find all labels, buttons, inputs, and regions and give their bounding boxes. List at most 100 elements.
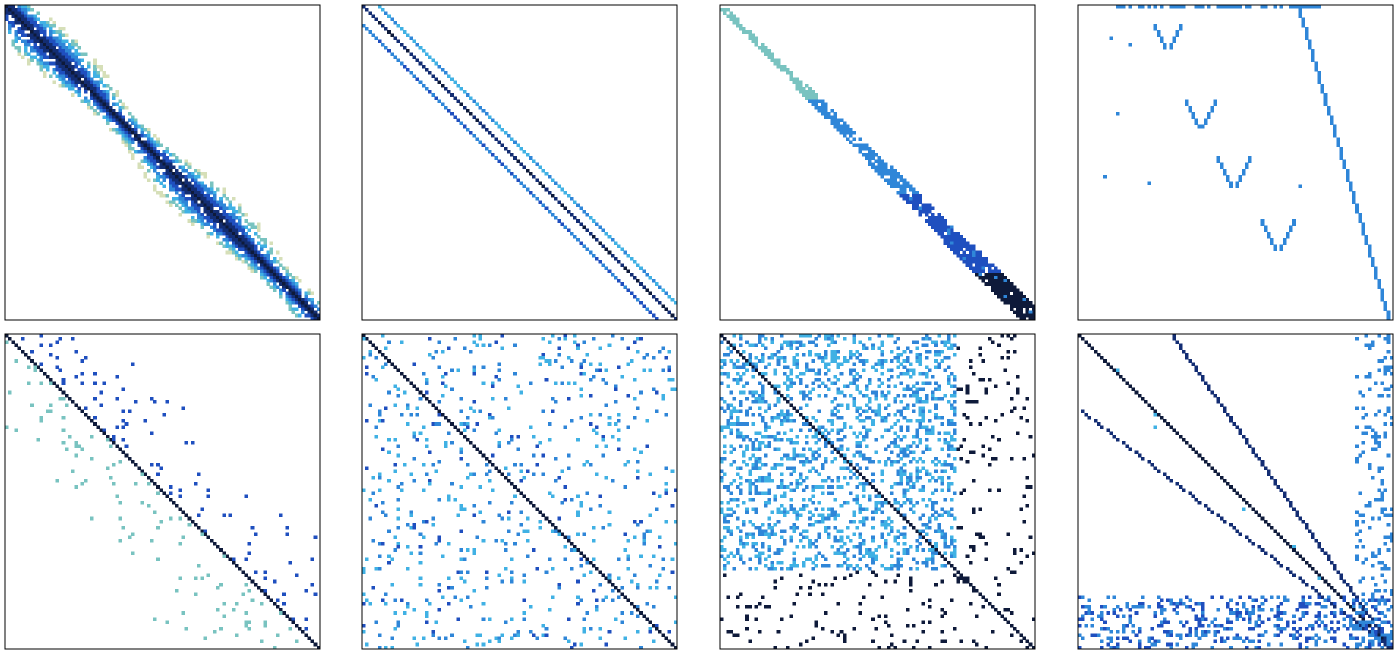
heatmap-cell [222, 601, 226, 606]
heatmap-cell [849, 469, 853, 473]
heatmap-cell [17, 20, 22, 25]
heatmap-cell [71, 52, 75, 56]
heatmap-cell [462, 639, 467, 644]
heatmap-cell [830, 485, 834, 489]
heatmap-cell [801, 529, 806, 533]
heatmap-cell [58, 61, 63, 66]
heatmap-cell [184, 178, 189, 182]
heatmap-cell [902, 365, 907, 370]
heatmap-cell [792, 469, 796, 473]
heatmap-cell [146, 153, 151, 157]
heatmap-cell [738, 529, 743, 533]
heatmap-cell [814, 99, 819, 104]
heatmap-cell [39, 368, 44, 373]
heatmap-cell [984, 260, 989, 264]
heatmap-cell [175, 156, 179, 160]
heatmap-cell [1336, 143, 1340, 148]
heatmap-cell [231, 244, 236, 248]
heatmap-cell [42, 55, 47, 59]
heatmap-cell [171, 171, 176, 176]
heatmap-cell [953, 456, 957, 461]
heatmap-cell [805, 456, 809, 461]
heatmap-cell [491, 488, 495, 492]
heatmap-cell [852, 510, 856, 514]
heatmap-cell [96, 93, 100, 97]
heatmap-cell [510, 557, 514, 562]
heatmap-cell [576, 601, 580, 606]
heatmap-cell [497, 140, 501, 144]
heatmap-cell [156, 153, 160, 157]
heatmap-cell [547, 437, 552, 442]
heatmap-cell [551, 529, 555, 533]
heatmap-cell [194, 181, 198, 185]
heatmap-cell [579, 642, 583, 647]
heatmap-cell [447, 541, 451, 546]
heatmap-cell [720, 371, 724, 376]
heatmap-cell [99, 64, 104, 69]
heatmap-cell [880, 165, 885, 170]
heatmap-cell [720, 381, 724, 385]
heatmap-cell [861, 393, 866, 398]
heatmap-cell [162, 194, 167, 198]
heatmap-cell [68, 49, 72, 53]
heatmap-cell [767, 532, 771, 536]
heatmap-cell [959, 241, 963, 245]
heatmap-cell [288, 282, 293, 286]
heatmap-cell [1000, 275, 1004, 280]
heatmap-cell [975, 260, 979, 264]
heatmap-cell [735, 349, 740, 354]
heatmap-cell [956, 526, 960, 530]
heatmap-cell [225, 197, 230, 201]
heatmap-cell [997, 294, 1001, 299]
heatmap-cell [469, 441, 473, 445]
heatmap-cell [156, 491, 160, 496]
heatmap-cell [921, 400, 926, 404]
heatmap-panel-3 [719, 4, 1036, 321]
heatmap-cell [443, 71, 448, 75]
heatmap-cell [45, 49, 50, 53]
heatmap-cell [805, 419, 809, 423]
heatmap-cell [234, 234, 239, 239]
heatmap-cell [478, 334, 483, 338]
heatmap-cell [871, 343, 875, 347]
heatmap-cell [814, 352, 819, 357]
heatmap-cell [598, 346, 602, 351]
heatmap-cell [310, 310, 315, 315]
heatmap-cell [387, 478, 391, 483]
heatmap-cell [858, 466, 863, 470]
heatmap-cell [874, 510, 878, 514]
heatmap-cell [915, 400, 919, 404]
heatmap-cell [478, 409, 483, 414]
heatmap-cell [588, 231, 593, 236]
heatmap-cell [645, 601, 650, 606]
heatmap-cell [890, 463, 894, 467]
heatmap-cell [726, 14, 730, 18]
heatmap-cell [949, 384, 954, 388]
heatmap-cell [899, 450, 904, 455]
heatmap-cell [428, 352, 432, 357]
heatmap-cell [623, 285, 627, 289]
heatmap-cell [783, 356, 787, 360]
heatmap-cell [269, 260, 274, 264]
heatmap-cell [52, 52, 56, 56]
heatmap-cell [861, 475, 866, 480]
heatmap-cell [131, 156, 135, 160]
heatmap-cell [42, 23, 47, 28]
heatmap-cell [842, 131, 847, 135]
heatmap-cell [972, 257, 976, 261]
heatmap-cell [465, 548, 470, 552]
heatmap-cell [260, 257, 264, 261]
heatmap-cell [943, 557, 948, 562]
heatmap-cell [412, 526, 416, 530]
heatmap-cell [636, 263, 640, 267]
heatmap-cell [5, 425, 9, 429]
heatmap-cell [105, 105, 110, 110]
heatmap-cell [71, 74, 75, 78]
heatmap-cell [585, 212, 590, 217]
heatmap-cell [623, 548, 627, 552]
heatmap-cell [1377, 285, 1381, 289]
heatmap-cell [415, 387, 420, 392]
heatmap-cell [257, 257, 261, 261]
heatmap-cell [937, 523, 941, 527]
heatmap-cell [384, 11, 388, 15]
